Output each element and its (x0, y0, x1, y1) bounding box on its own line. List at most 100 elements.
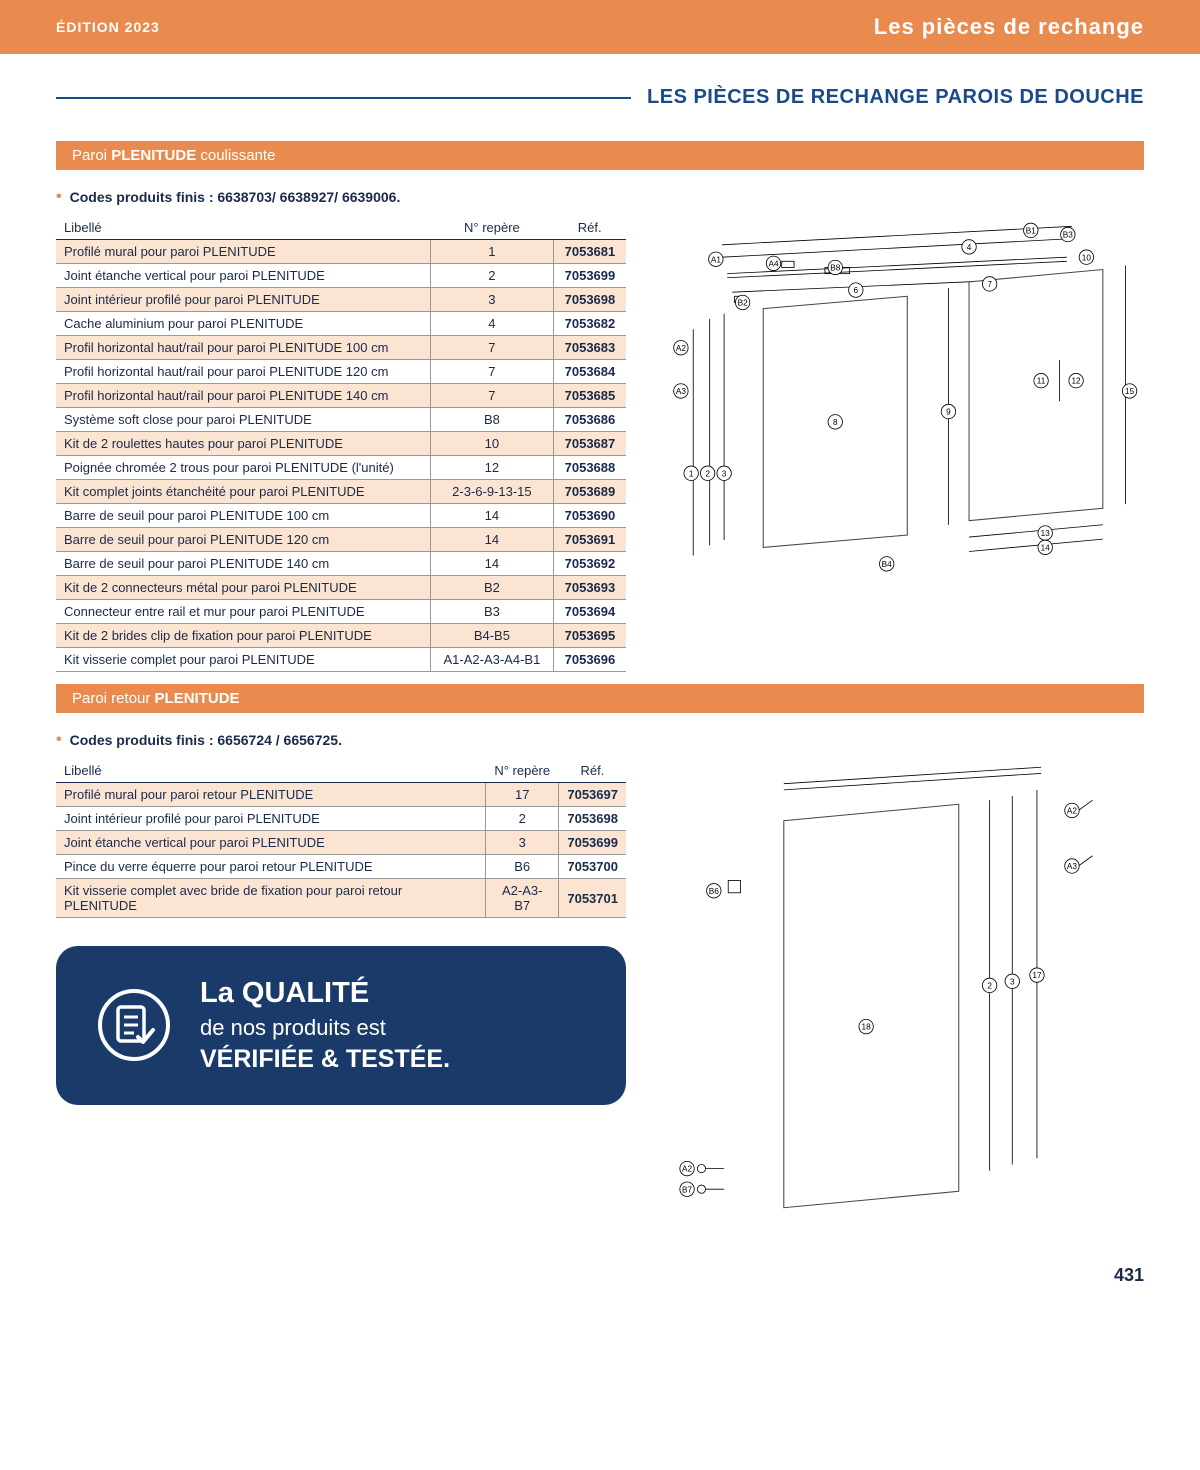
svg-text:A2: A2 (676, 344, 686, 353)
svg-text:A3: A3 (676, 387, 686, 396)
table-row: Profil horizontal haut/rail pour paroi P… (56, 360, 626, 384)
section1-codes: Codes produits finis : 6638703/ 6638927/… (56, 188, 1144, 206)
table-row: Kit de 2 roulettes hautes pour paroi PLE… (56, 432, 626, 456)
table-row: Cache aluminium pour paroi PLENITUDE4705… (56, 312, 626, 336)
table-cell: 10 (430, 432, 553, 456)
table-cell: 7053683 (553, 336, 626, 360)
table-row: Pince du verre équerre pour paroi retour… (56, 855, 626, 879)
table-cell: 17 (486, 783, 559, 807)
section1-table: Libellé N° repère Réf. Profilé mural pou… (56, 216, 626, 672)
section1-diagram: 12346789101112131415A1A2A3A4B1B2B3B4B8 (650, 216, 1144, 597)
table-cell: Joint intérieur profilé pour paroi PLENI… (56, 288, 430, 312)
svg-text:A2: A2 (1067, 807, 1077, 816)
table-row: Barre de seuil pour paroi PLENITUDE 140 … (56, 552, 626, 576)
table-cell: 7053684 (553, 360, 626, 384)
table-cell: 7053694 (553, 600, 626, 624)
table-cell: Barre de seuil pour paroi PLENITUDE 120 … (56, 528, 430, 552)
table-row: Profilé mural pour paroi retour PLENITUD… (56, 783, 626, 807)
table-row: Profilé mural pour paroi PLENITUDE170536… (56, 240, 626, 264)
table-cell: 12 (430, 456, 553, 480)
svg-text:17: 17 (1032, 971, 1042, 980)
section1-band: Paroi PLENITUDE coulissante (56, 141, 1144, 170)
table-row: Joint étanche vertical pour paroi PLENIT… (56, 264, 626, 288)
section2-table: Libellé N° repère Réf. Profilé mural pou… (56, 759, 626, 918)
page-title: LES PIÈCES DE RECHANGE PAROIS DE DOUCHE (647, 86, 1144, 109)
table-cell: 7053699 (553, 264, 626, 288)
table-cell: 14 (430, 552, 553, 576)
svg-text:2: 2 (705, 469, 710, 478)
table-cell: 7053700 (559, 855, 626, 879)
table-cell: 7053689 (553, 480, 626, 504)
table-cell: B6 (486, 855, 559, 879)
svg-text:3: 3 (1010, 977, 1015, 986)
table-cell: 3 (430, 288, 553, 312)
table-cell: 1 (430, 240, 553, 264)
table-cell: Kit complet joints étanchéité pour paroi… (56, 480, 430, 504)
section2-codes: Codes produits finis : 6656724 / 6656725… (56, 731, 1144, 749)
table-cell: Profil horizontal haut/rail pour paroi P… (56, 336, 430, 360)
svg-text:13: 13 (1041, 529, 1051, 538)
table-cell: Kit visserie complet pour paroi PLENITUD… (56, 648, 430, 672)
rule-line (56, 97, 631, 99)
section2-diagram: 231718A2A3B6B7A2 (650, 759, 1144, 1212)
svg-text:B1: B1 (1026, 226, 1036, 235)
table-cell: B2 (430, 576, 553, 600)
table-cell: 7053691 (553, 528, 626, 552)
table-cell: Barre de seuil pour paroi PLENITUDE 100 … (56, 504, 430, 528)
svg-text:3: 3 (722, 469, 727, 478)
s1-th-ref: Réf. (553, 216, 626, 240)
table-cell: Kit de 2 roulettes hautes pour paroi PLE… (56, 432, 430, 456)
quality-line3: VÉRIFIÉE & TESTÉE. (200, 1043, 450, 1077)
svg-text:B3: B3 (1063, 231, 1073, 240)
table-cell: 7053696 (553, 648, 626, 672)
svg-text:6: 6 (854, 286, 859, 295)
table-row: Profil horizontal haut/rail pour paroi P… (56, 336, 626, 360)
section2-band: Paroi retour PLENITUDE (56, 684, 1144, 713)
table-cell: Barre de seuil pour paroi PLENITUDE 140 … (56, 552, 430, 576)
table-cell: A1-A2-A3-A4-B1 (430, 648, 553, 672)
table-cell: Joint étanche vertical pour paroi PLENIT… (56, 264, 430, 288)
table-cell: B4-B5 (430, 624, 553, 648)
table-cell: B8 (430, 408, 553, 432)
checklist-icon (96, 987, 172, 1063)
table-cell: Connecteur entre rail et mur pour paroi … (56, 600, 430, 624)
table-row: Poignée chromée 2 trous pour paroi PLENI… (56, 456, 626, 480)
table-cell: 7053685 (553, 384, 626, 408)
table-cell: Profil horizontal haut/rail pour paroi P… (56, 384, 430, 408)
table-cell: 7053697 (559, 783, 626, 807)
s1-th-libelle: Libellé (56, 216, 430, 240)
svg-text:15: 15 (1125, 387, 1135, 396)
table-cell: Cache aluminium pour paroi PLENITUDE (56, 312, 430, 336)
table-row: Kit de 2 connecteurs métal pour paroi PL… (56, 576, 626, 600)
table-cell: 7053699 (559, 831, 626, 855)
table-cell: 7053686 (553, 408, 626, 432)
quality-badge: La QUALITÉ de nos produits est VÉRIFIÉE … (56, 946, 626, 1105)
table-cell: Poignée chromée 2 trous pour paroi PLENI… (56, 456, 430, 480)
svg-text:11: 11 (1037, 377, 1046, 386)
section1-band-bold: PLENITUDE (111, 147, 196, 164)
section2-band-prefix: Paroi retour (72, 690, 155, 707)
svg-text:9: 9 (946, 408, 951, 417)
table-row: Barre de seuil pour paroi PLENITUDE 120 … (56, 528, 626, 552)
table-cell: 7053693 (553, 576, 626, 600)
table-row: Kit complet joints étanchéité pour paroi… (56, 480, 626, 504)
svg-text:14: 14 (1041, 543, 1051, 552)
table-cell: 7 (430, 384, 553, 408)
svg-text:18: 18 (862, 1023, 872, 1032)
svg-text:B8: B8 (830, 264, 840, 273)
table-cell: 7053690 (553, 504, 626, 528)
table-cell: 7 (430, 336, 553, 360)
table-cell: B3 (430, 600, 553, 624)
table-cell: 7053681 (553, 240, 626, 264)
table-cell: 7 (430, 360, 553, 384)
table-cell: 7053687 (553, 432, 626, 456)
svg-text:2: 2 (987, 982, 992, 991)
svg-text:1: 1 (689, 469, 694, 478)
edition-label: ÉDITION 2023 (56, 19, 160, 35)
table-cell: 14 (430, 528, 553, 552)
table-cell: 2 (486, 807, 559, 831)
table-cell: 7053688 (553, 456, 626, 480)
svg-text:B7: B7 (682, 1185, 692, 1194)
svg-text:B6: B6 (709, 887, 719, 896)
table-row: Kit visserie complet avec bride de fixat… (56, 879, 626, 918)
